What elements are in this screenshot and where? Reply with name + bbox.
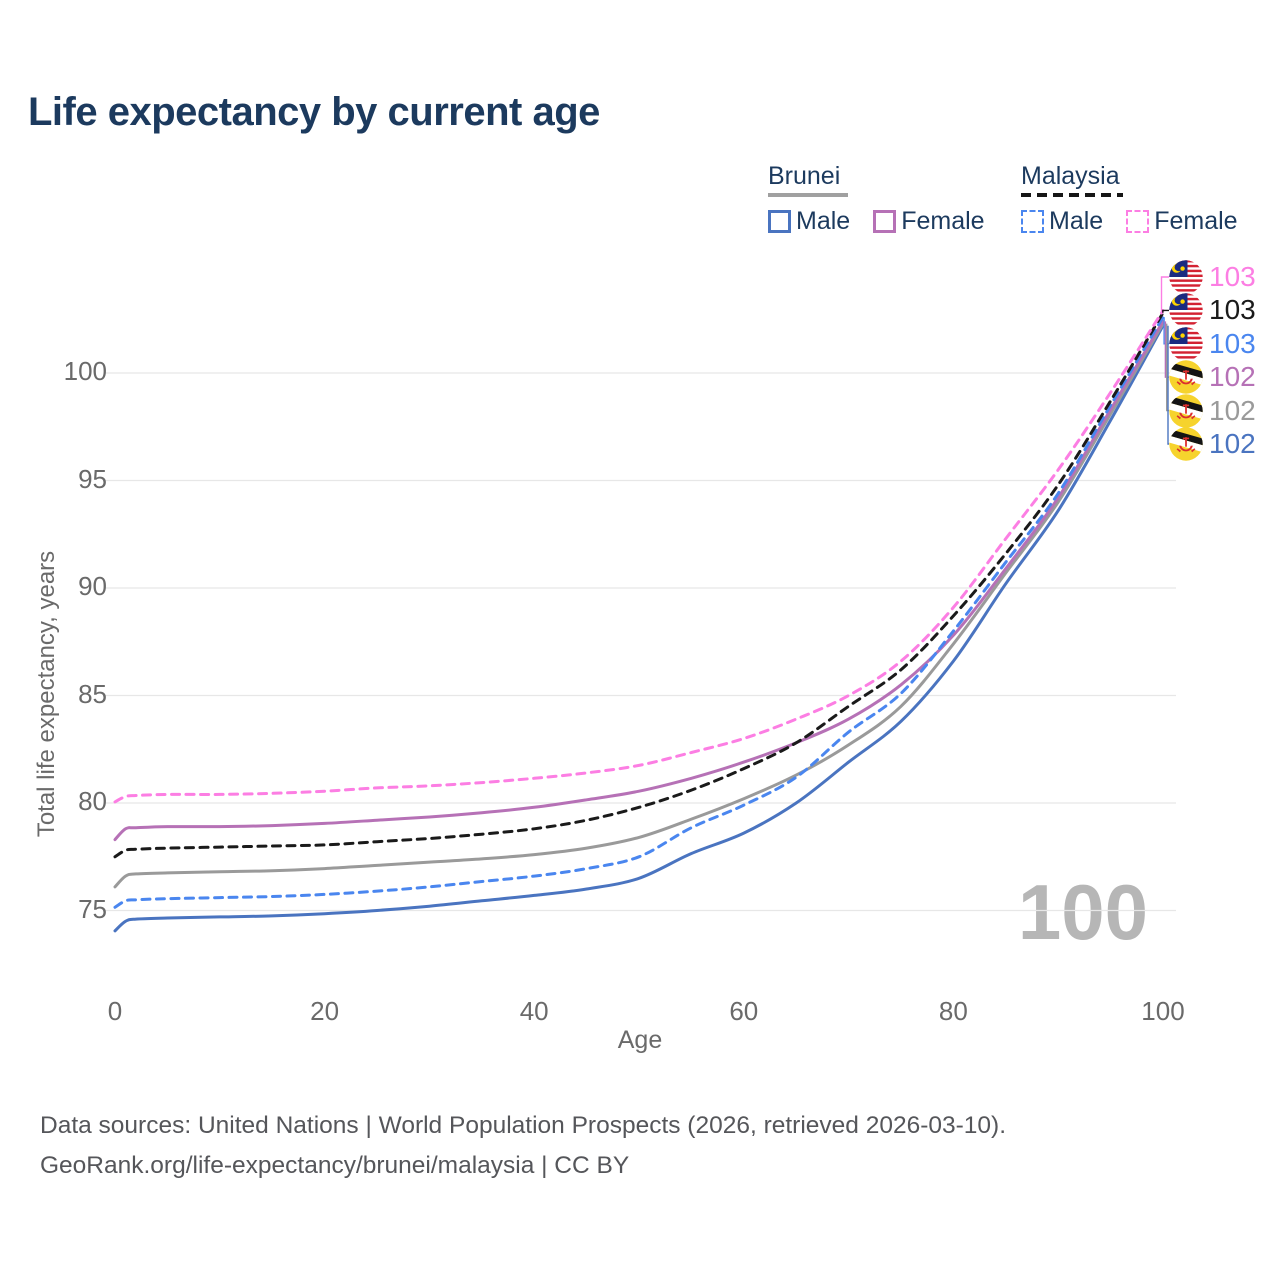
x-tick-label: 60 — [729, 996, 759, 1026]
malaysia-female-swatch[interactable] — [1126, 210, 1150, 233]
malaysia-flag-icon — [1169, 260, 1203, 294]
y-tick-label: 85 — [78, 678, 107, 709]
end-label-value: 103 — [1209, 294, 1256, 326]
malaysia-flag-icon — [1169, 293, 1203, 328]
leader-my-female — [1160, 276, 1169, 311]
end-label-value: 102 — [1209, 428, 1256, 459]
brunei-male-label[interactable]: Male — [796, 207, 851, 235]
brunei-flag-icon — [1169, 360, 1203, 394]
line-my-male[interactable] — [113, 315, 1165, 909]
line-bn-male[interactable] — [113, 324, 1165, 933]
line-my-total[interactable] — [113, 311, 1165, 859]
footer: Data sources: United Nations | World Pop… — [40, 1106, 1006, 1186]
brunei-female-label[interactable]: Female — [901, 207, 985, 235]
malaysia-female-label[interactable]: Female — [1154, 207, 1238, 235]
end-label-bn-male: 102 — [1169, 427, 1256, 461]
x-tick-label: 80 — [938, 996, 968, 1026]
y-tick-label: 90 — [78, 570, 107, 601]
end-label-value: 103 — [1209, 261, 1256, 292]
line-bn-total[interactable] — [113, 322, 1165, 889]
y-axis-title: Total life expectancy, years — [33, 550, 60, 838]
x-tick-label: 20 — [310, 996, 340, 1026]
y-tick-label: 75 — [78, 893, 107, 924]
leader-bn-male — [1167, 325, 1169, 445]
y-tick-label: 95 — [78, 463, 107, 494]
end-label-my-female: 103 — [1169, 260, 1256, 294]
malaysia-male-label[interactable]: Male — [1049, 207, 1104, 235]
x-tick-label: 0 — [107, 996, 123, 1026]
brunei-female-swatch[interactable] — [873, 210, 897, 233]
brunei-flag-icon — [1169, 427, 1203, 461]
y-tick-label: 80 — [78, 785, 107, 816]
legend-group-brunei: Brunei Male Female — [768, 162, 985, 236]
footer-attribution: GeoRank.org/life-expectancy/brunei/malay… — [40, 1152, 630, 1179]
end-label-my-total: 103 — [1169, 293, 1256, 328]
line-my-female[interactable] — [113, 309, 1165, 804]
x-axis-title: Age — [617, 1026, 663, 1054]
legend-malaysia-label[interactable]: Malaysia — [1021, 162, 1120, 190]
x-tick-label: 40 — [519, 996, 549, 1026]
end-label-my-male: 103 — [1169, 327, 1256, 361]
leader-my-total — [1162, 309, 1169, 313]
page-title: Life expectancy by current age — [28, 90, 600, 134]
brunei-flag-icon — [1169, 393, 1203, 428]
line-bn-female[interactable] — [113, 319, 1165, 842]
end-label-bn-female: 102 — [1169, 360, 1256, 394]
y-tick-label: 100 — [63, 355, 107, 386]
end-label-value: 102 — [1209, 394, 1256, 426]
age-watermark: 100 — [1017, 868, 1148, 956]
end-label-bn-total: 102 — [1169, 393, 1256, 428]
footer-sources: Data sources: United Nations | World Pop… — [40, 1112, 1007, 1139]
malaysia-line-style-swatch — [1021, 193, 1123, 197]
malaysia-flag-icon — [1169, 327, 1203, 361]
legend-group-malaysia: Malaysia Male Female — [1021, 162, 1238, 236]
malaysia-male-swatch[interactable] — [1021, 210, 1044, 233]
brunei-male-swatch[interactable] — [768, 210, 791, 233]
end-label-value: 103 — [1209, 327, 1256, 359]
end-label-value: 102 — [1209, 361, 1256, 393]
x-tick-label: 100 — [1141, 996, 1185, 1026]
brunei-line-style-swatch — [768, 193, 848, 197]
legend-brunei-label[interactable]: Brunei — [768, 162, 841, 190]
